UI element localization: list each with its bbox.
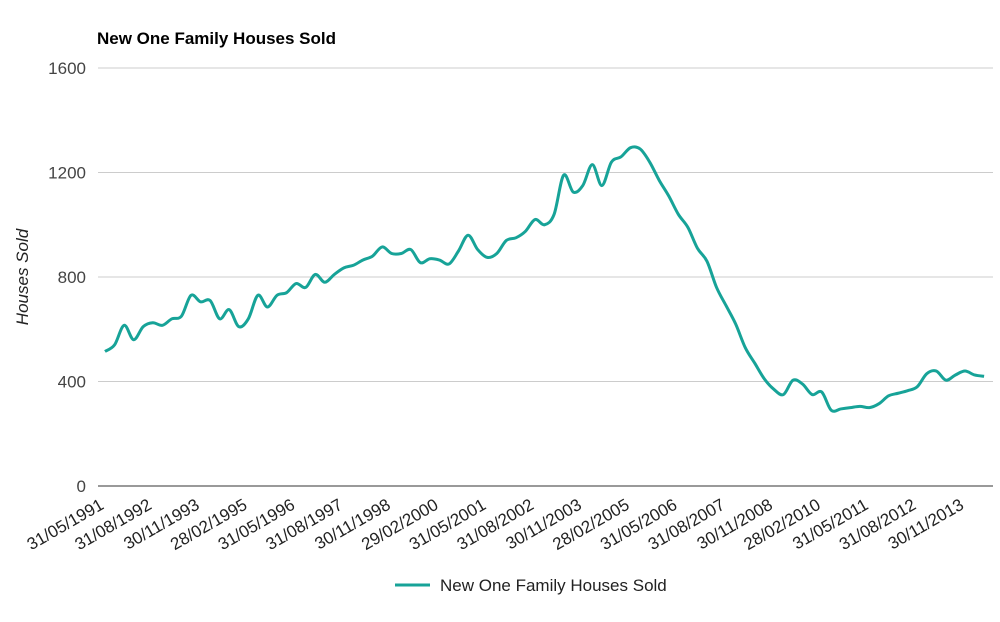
- y-tick-label: 0: [77, 477, 86, 496]
- chart-title: New One Family Houses Sold: [97, 29, 336, 48]
- data-line: [104, 145, 985, 413]
- y-tick-label: 1600: [48, 59, 86, 78]
- legend-label: New One Family Houses Sold: [440, 576, 667, 595]
- y-tick-label: 800: [58, 268, 86, 287]
- y-tick-label: 400: [58, 373, 86, 392]
- y-tick-label: 1200: [48, 164, 86, 183]
- y-axis-label: Houses Sold: [13, 228, 32, 325]
